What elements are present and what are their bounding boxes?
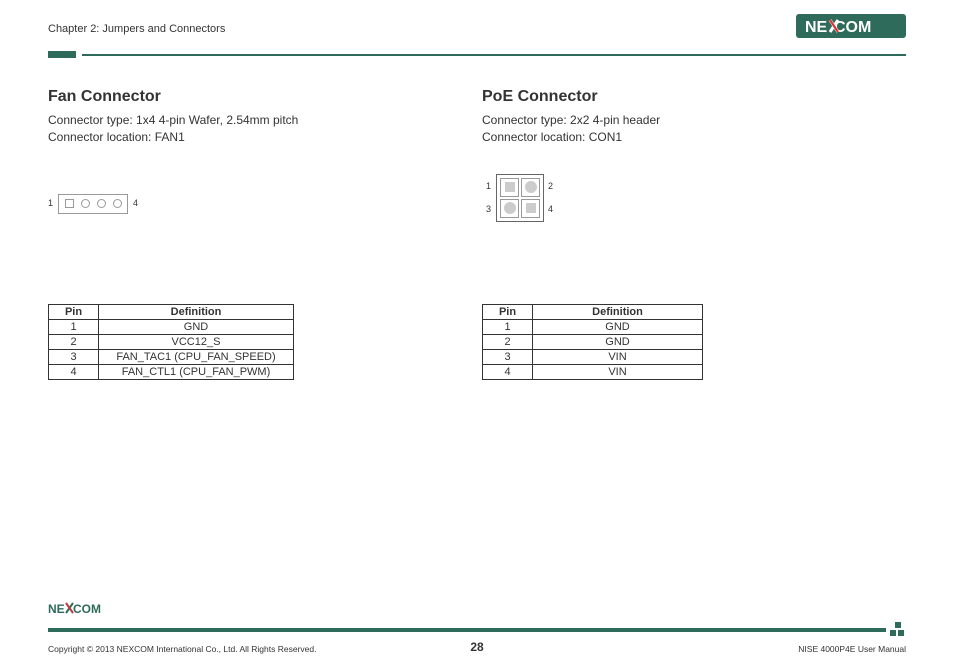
cell-def: GND (99, 319, 294, 334)
poe-pin-4 (521, 199, 540, 218)
cell-pin: 2 (49, 334, 99, 349)
cell-pin: 3 (483, 349, 533, 364)
cell-pin: 3 (49, 349, 99, 364)
manual-name: NISE 4000P4E User Manual (484, 644, 906, 654)
cell-def: GND (533, 319, 703, 334)
fan-connector-outline (58, 194, 128, 214)
table-row: 4VIN (483, 364, 703, 379)
th-definition: Definition (533, 304, 703, 319)
cell-def: FAN_TAC1 (CPU_FAN_SPEED) (99, 349, 294, 364)
chapter-title: Chapter 2: Jumpers and Connectors (48, 23, 225, 35)
cell-def: FAN_CTL1 (CPU_FAN_PWM) (99, 364, 294, 379)
poe-pinout-table: Pin Definition 1GND 2GND 3VIN 4VIN (482, 304, 703, 380)
table-header-row: Pin Definition (49, 304, 294, 319)
nexcom-logo: NE COM (796, 14, 906, 43)
page-header: Chapter 2: Jumpers and Connectors NE COM (0, 0, 954, 51)
header-hr (82, 54, 906, 56)
footer-hr (48, 628, 886, 632)
header-rule (0, 51, 954, 58)
poe-location: Connector location: CON1 (482, 129, 906, 146)
fan-pin-1-square (65, 199, 74, 208)
cell-def: VIN (533, 364, 703, 379)
cell-def: VIN (533, 349, 703, 364)
svg-text:COM: COM (834, 19, 871, 36)
table-row: 2GND (483, 334, 703, 349)
footer-logo: NE COM (48, 601, 906, 620)
square-icon (526, 203, 536, 213)
table-row: 1GND (49, 319, 294, 334)
cell-pin: 2 (483, 334, 533, 349)
svg-text:NE: NE (805, 19, 828, 36)
cell-pin: 4 (483, 364, 533, 379)
cell-pin: 1 (49, 319, 99, 334)
th-pin: Pin (483, 304, 533, 319)
poe-pin-label-3: 3 (486, 204, 491, 214)
square-icon (505, 182, 515, 192)
table-row: 1GND (483, 319, 703, 334)
table-row: 3VIN (483, 349, 703, 364)
poe-pin-label-2: 2 (548, 181, 553, 191)
cell-pin: 1 (483, 319, 533, 334)
content-area: Fan Connector Connector type: 1x4 4-pin … (0, 58, 954, 380)
circle-icon (504, 202, 516, 214)
table-row: 4FAN_CTL1 (CPU_FAN_PWM) (49, 364, 294, 379)
fan-pin-2-circle (81, 199, 90, 208)
cell-def: GND (533, 334, 703, 349)
svg-text:NE: NE (48, 602, 65, 615)
copyright-text: Copyright © 2013 NEXCOM International Co… (48, 644, 470, 654)
fan-title: Fan Connector (48, 88, 472, 106)
fan-pin-3-circle (97, 199, 106, 208)
table-header-row: Pin Definition (483, 304, 703, 319)
svg-text:COM: COM (73, 602, 101, 615)
footer-text-row: Copyright © 2013 NEXCOM International Co… (48, 640, 906, 654)
poe-title: PoE Connector (482, 88, 906, 106)
page-footer: NE COM Copyright © 2013 NEXCOM Internati… (0, 601, 954, 654)
poe-pin-3 (500, 199, 519, 218)
table-row: 3FAN_TAC1 (CPU_FAN_SPEED) (49, 349, 294, 364)
footer-rule (48, 622, 906, 638)
cell-def: VCC12_S (99, 334, 294, 349)
poe-pin-label-1: 1 (486, 181, 491, 191)
table-row: 2VCC12_S (49, 334, 294, 349)
fan-diagram: 1 4 (48, 174, 472, 294)
header-accent-block (48, 51, 76, 58)
th-definition: Definition (99, 304, 294, 319)
cell-pin: 4 (49, 364, 99, 379)
poe-connector-section: PoE Connector Connector type: 2x2 4-pin … (482, 88, 906, 380)
poe-diagram: 1 2 3 4 (482, 174, 906, 294)
poe-type: Connector type: 2x2 4-pin header (482, 112, 906, 129)
page-number: 28 (470, 640, 483, 654)
circle-icon (525, 181, 537, 193)
th-pin: Pin (49, 304, 99, 319)
poe-connector-outline (496, 174, 544, 222)
fan-pin-4-circle (113, 199, 122, 208)
fan-pin-label-1: 1 (48, 198, 53, 208)
poe-pin-2 (521, 178, 540, 197)
fan-type: Connector type: 1x4 4-pin Wafer, 2.54mm … (48, 112, 472, 129)
footer-squares-icon (890, 622, 906, 638)
fan-pinout-table: Pin Definition 1GND 2VCC12_S 3FAN_TAC1 (… (48, 304, 294, 380)
poe-pin-1 (500, 178, 519, 197)
fan-location: Connector location: FAN1 (48, 129, 472, 146)
fan-connector-section: Fan Connector Connector type: 1x4 4-pin … (48, 88, 472, 380)
poe-pin-label-4: 4 (548, 204, 553, 214)
fan-pin-label-4: 4 (133, 198, 138, 208)
